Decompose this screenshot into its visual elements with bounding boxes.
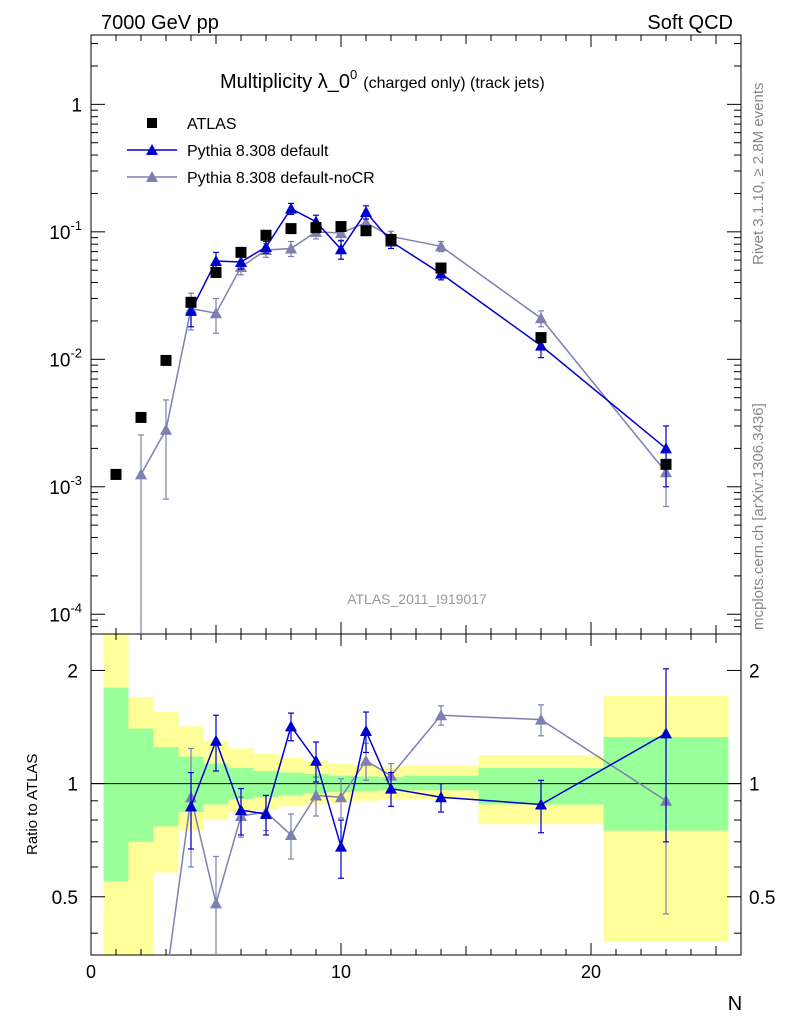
legend-label-default: Pythia 8.308 default [187, 143, 329, 160]
data-point-atlas [310, 222, 322, 234]
band-inner-bin [403, 775, 479, 791]
ratio-point-default [285, 720, 297, 732]
data-point-nocr [285, 242, 297, 254]
data-point-atlas [185, 296, 197, 308]
ratio-point-default [660, 727, 672, 739]
data-point-default [535, 339, 547, 351]
x-axis-label: N [728, 993, 742, 1015]
band-inner-bin [128, 728, 154, 842]
ratio-series-default [185, 668, 672, 879]
ratio-point-default [185, 800, 197, 812]
axis-ticks [90, 35, 742, 955]
ratio-point-nocr [210, 897, 222, 909]
data-point-nocr [210, 307, 222, 319]
ratio-point-nocr [435, 709, 447, 721]
axis-tick-labels: 0 10 20 10-4 10-3 10-2 10-1 1 0.5 0.5 1 1 2 2 [49, 95, 775, 982]
data-point-atlas [335, 221, 347, 233]
ratio-point-nocr [535, 713, 547, 725]
data-point-atlas [535, 332, 547, 344]
data-point-default [185, 304, 197, 316]
ratio-point-default [385, 782, 397, 794]
data-point-nocr [360, 216, 372, 228]
data-point-nocr [535, 312, 547, 324]
header-left: 7000 GeV pp [101, 12, 219, 34]
header-right: Soft QCD [647, 12, 733, 34]
ratio-point-default [310, 754, 322, 766]
series-line-default [190, 207, 667, 449]
ratio-point-default [535, 798, 547, 810]
legend-marker-atlas [147, 118, 157, 128]
ratio-line-default [190, 724, 667, 847]
band-inner-bin [153, 747, 179, 827]
data-point-atlas [435, 262, 447, 274]
data-point-atlas [135, 411, 147, 423]
ratio-point-default [235, 804, 247, 816]
main-y-tick-label: 1 [71, 95, 82, 116]
data-point-nocr [435, 240, 447, 252]
ratio-y-tick-label-right: 0.5 [749, 888, 775, 909]
ratio-y-tick-label-left: 1 [67, 775, 78, 796]
ratio-point-default [360, 725, 372, 737]
series-line-nocr [140, 221, 667, 475]
data-point-atlas [235, 246, 247, 258]
data-point-atlas [260, 229, 272, 241]
side-label-bottom: mcplots.cern.ch [arXiv:1306.3436] [750, 403, 767, 630]
ratio-point-nocr [310, 789, 322, 801]
legend-label-nocr: Pythia 8.308 default-noCR [187, 170, 375, 187]
analysis-watermark: ATLAS_2011_I919017 [347, 591, 487, 607]
data-point-atlas [160, 354, 172, 366]
main-y-tick-label: 10-4 [49, 600, 82, 626]
ratio-point-nocr [360, 754, 372, 766]
data-point-nocr [160, 423, 172, 435]
chart-title: Multiplicity λ_00 (charged only) (track j… [220, 67, 545, 93]
chart-title-small: (charged only) (track jets) [363, 75, 544, 92]
x-tick-label: 10 [331, 962, 351, 982]
main-y-tick-label: 10-1 [49, 218, 82, 244]
data-point-atlas [110, 468, 122, 480]
chart-title-sup: 0 [350, 67, 357, 82]
data-point-atlas [385, 234, 397, 246]
data-point-default [660, 442, 672, 454]
ratio-point-default [435, 791, 447, 803]
legend: ATLAS Pythia 8.308 default Pythia 8.308 … [127, 116, 375, 187]
data-point-default [335, 243, 347, 255]
data-point-atlas [660, 458, 672, 470]
ratio-y-axis-label: Ratio to ATLAS [24, 754, 41, 855]
data-point-atlas [360, 225, 372, 237]
legend-label-atlas: ATLAS [187, 116, 237, 133]
ratio-point-default [335, 840, 347, 852]
data-point-default [285, 202, 297, 214]
side-label-top: Rivet 3.1.10, ≥ 2.8M events [750, 83, 767, 266]
ratio-point-nocr [285, 828, 297, 840]
ratio-line-nocr [168, 714, 667, 955]
data-point-default [260, 241, 272, 253]
data-point-nocr [135, 468, 147, 480]
x-tick-label: 0 [86, 962, 96, 982]
data-point-atlas [285, 223, 297, 235]
main-plot-series [110, 202, 672, 634]
chart-title-main: Multiplicity λ_0 [220, 71, 350, 93]
ratio-y-tick-label-right: 2 [749, 661, 760, 682]
legend-marker-default [146, 144, 158, 155]
main-y-tick-label: 10-2 [49, 345, 82, 371]
data-point-default [235, 255, 247, 267]
data-point-nocr [335, 226, 347, 238]
ratio-y-tick-label-right: 1 [749, 775, 760, 796]
ratio-bands [103, 634, 729, 955]
ratio-y-tick-label-left: 2 [67, 661, 78, 682]
ratio-point-default [210, 734, 222, 746]
band-inner-bin [103, 687, 129, 882]
data-point-atlas [210, 266, 222, 278]
main-y-tick-label: 10-3 [49, 473, 82, 499]
ratio-point-default [260, 808, 272, 820]
x-tick-label: 20 [581, 962, 601, 982]
ratio-y-tick-label-left: 0.5 [52, 888, 78, 909]
ratio-point-nocr [335, 791, 347, 803]
ratio-plot-series [168, 668, 672, 955]
data-point-default [210, 255, 222, 267]
legend-marker-nocr [146, 171, 158, 182]
data-point-default [360, 206, 372, 218]
